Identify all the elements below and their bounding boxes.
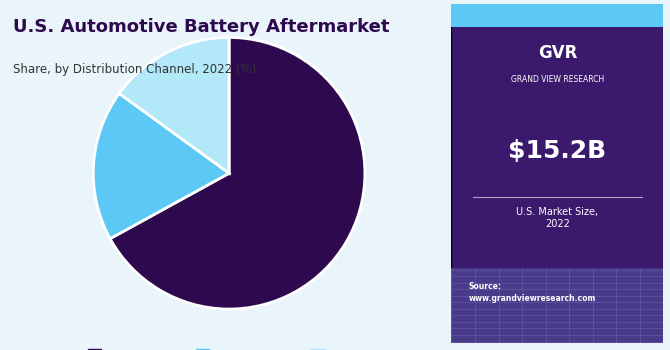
Text: U.S. Market Size,
2022: U.S. Market Size, 2022 (517, 207, 598, 229)
Text: U.S. Automotive Battery Aftermarket: U.S. Automotive Battery Aftermarket (13, 18, 390, 35)
Text: GRAND VIEW RESEARCH: GRAND VIEW RESEARCH (511, 75, 604, 84)
Bar (452, 4, 663, 27)
Text: $15.2B: $15.2B (509, 139, 606, 163)
Text: Source:
www.grandviewresearch.com: Source: www.grandviewresearch.com (468, 282, 596, 303)
Text: Share, by Distribution Channel, 2022 (%): Share, by Distribution Channel, 2022 (%) (13, 63, 257, 76)
Wedge shape (119, 37, 229, 173)
Wedge shape (93, 93, 229, 239)
Wedge shape (110, 37, 365, 309)
FancyBboxPatch shape (452, 4, 663, 343)
Bar (452, 268, 663, 343)
Legend: Retail/Brick, E-commerce, Others: Retail/Brick, E-commerce, Others (84, 345, 375, 350)
Text: GVR: GVR (538, 44, 577, 62)
